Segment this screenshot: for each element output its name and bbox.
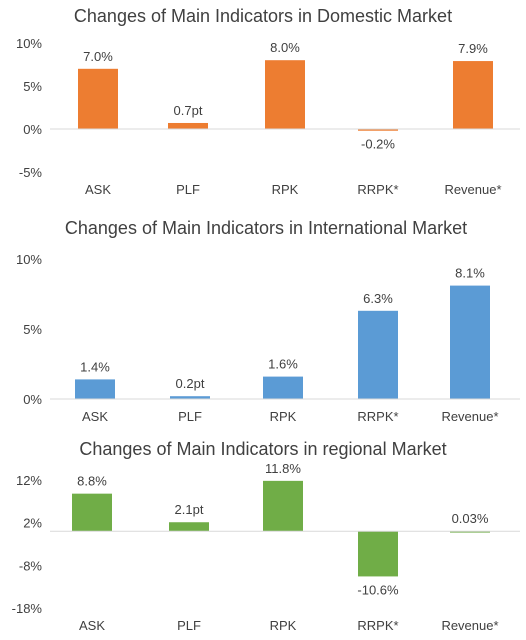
international-x-tick-label: RPK (270, 409, 297, 424)
regional-x-tick-label: RRPK* (357, 618, 398, 633)
international-bar-ask (75, 379, 115, 399)
international-y-tick-label: 5% (23, 322, 42, 337)
domestic-y-tick-label: 5% (23, 79, 42, 94)
international-x-tick-label: ASK (82, 409, 108, 424)
regional-y-tick-label: 2% (23, 516, 42, 531)
domestic-data-label: -0.2% (361, 137, 395, 152)
domestic-y-tick-label: 10% (16, 36, 42, 51)
domestic-y-tick-label: -5% (19, 165, 43, 180)
domestic-x-tick-label: RPK (272, 182, 299, 197)
international-x-tick-label: RRPK* (357, 409, 398, 424)
domestic-chart-title: Changes of Main Indicators in Domestic M… (74, 6, 452, 26)
regional-data-labels: 8.8% 2.1pt 11.8% -10.6% 0.03% (77, 461, 489, 598)
international-y-axis-labels: 10% 5% 0% (16, 252, 42, 407)
international-x-tick-label: PLF (178, 409, 202, 424)
international-chart-title: Changes of Main Indicators in Internatio… (65, 218, 467, 238)
regional-bar-rpk (263, 480, 303, 532)
international-bar-rrpk (358, 310, 398, 399)
domestic-data-label: 7.0% (83, 49, 113, 64)
international-data-label: 1.6% (268, 357, 298, 372)
domestic-x-axis-labels: ASK PLF RPK RRPK* Revenue* (85, 182, 502, 197)
regional-data-label: 2.1pt (175, 502, 204, 517)
domestic-data-label: 0.7pt (174, 103, 203, 118)
domestic-data-label: 7.9% (458, 41, 488, 56)
regional-data-label: 0.03% (452, 511, 489, 526)
international-data-label: 8.1% (455, 266, 485, 281)
regional-bars (72, 480, 490, 577)
regional-y-tick-label: -8% (19, 558, 43, 573)
regional-x-tick-label: RPK (270, 618, 297, 633)
regional-y-axis-labels: 12% 2% -8% -18% (12, 473, 43, 616)
international-data-label: 6.3% (363, 291, 393, 306)
domestic-bar-ask (78, 68, 118, 129)
domestic-x-tick-label: ASK (85, 182, 111, 197)
regional-x-tick-label: PLF (177, 618, 201, 633)
domestic-y-tick-label: 0% (23, 122, 42, 137)
domestic-bar-plf (168, 122, 208, 129)
international-data-label: 1.4% (80, 359, 110, 374)
domestic-bar-rpk (265, 60, 305, 130)
regional-data-label: 8.8% (77, 474, 107, 489)
international-x-axis-labels: ASK PLF RPK RRPK* Revenue* (82, 409, 499, 424)
domestic-x-tick-label: PLF (176, 182, 200, 197)
regional-bar-ask (72, 493, 112, 532)
domestic-chart: Changes of Main Indicators in Domestic M… (16, 6, 520, 197)
international-bar-plf (170, 396, 210, 399)
international-y-tick-label: 10% (16, 252, 42, 267)
regional-data-label: -10.6% (357, 582, 399, 597)
domestic-data-labels: 7.0% 0.7pt 8.0% -0.2% 7.9% (83, 40, 488, 152)
international-bars (75, 285, 490, 399)
regional-y-tick-label: 12% (16, 473, 42, 488)
domestic-bar-rrpk (358, 129, 398, 131)
domestic-y-axis-labels: 10% 5% 0% -5% (16, 36, 42, 180)
regional-bar-rrpk (358, 531, 398, 577)
domestic-bars (78, 60, 493, 131)
regional-chart: Changes of Main Indicators in regional M… (12, 439, 520, 633)
international-chart: Changes of Main Indicators in Internatio… (16, 218, 520, 424)
domestic-x-tick-label: RRPK* (357, 182, 398, 197)
regional-data-label: 11.8% (265, 461, 301, 476)
regional-x-tick-label: ASK (79, 618, 105, 633)
regional-y-tick-label: -18% (12, 601, 43, 616)
regional-x-axis-labels: ASK PLF RPK RRPK* Revenue* (79, 618, 499, 633)
domestic-bar-revenue (453, 61, 493, 130)
international-y-tick-label: 0% (23, 392, 42, 407)
international-bar-revenue (450, 285, 490, 399)
regional-x-tick-label: Revenue* (441, 618, 498, 633)
international-x-tick-label: Revenue* (441, 409, 498, 424)
international-bar-rpk (263, 376, 303, 399)
international-data-label: 0.2pt (176, 376, 205, 391)
domestic-data-label: 8.0% (270, 40, 300, 55)
regional-chart-title: Changes of Main Indicators in regional M… (79, 439, 446, 459)
regional-bar-revenue (450, 531, 490, 533)
regional-bar-plf (169, 522, 209, 532)
international-data-labels: 1.4% 0.2pt 1.6% 6.3% 8.1% (80, 266, 485, 392)
domestic-x-tick-label: Revenue* (444, 182, 501, 197)
